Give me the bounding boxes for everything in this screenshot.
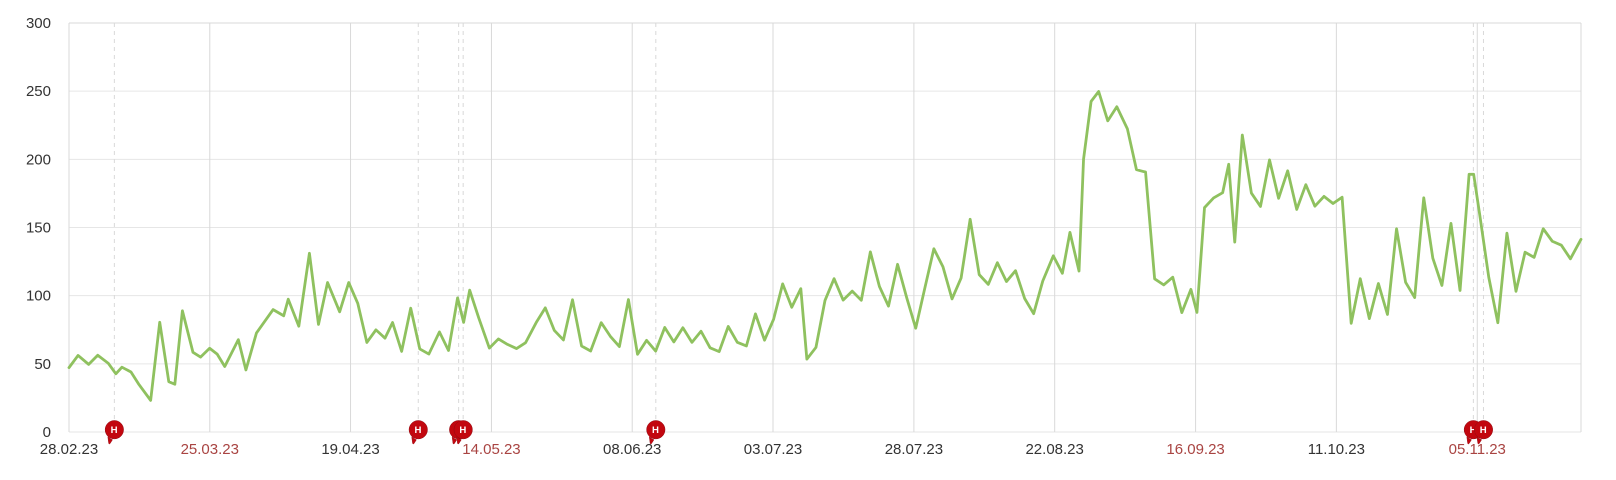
svg-text:28.07.23: 28.07.23	[885, 441, 943, 458]
svg-text:100: 100	[26, 288, 51, 305]
svg-text:250: 250	[26, 83, 51, 100]
svg-text:50: 50	[34, 356, 51, 373]
svg-text:19.04.23: 19.04.23	[321, 441, 379, 458]
svg-text:03.07.23: 03.07.23	[744, 441, 802, 458]
svg-text:11.10.23: 11.10.23	[1308, 441, 1365, 458]
svg-text:H: H	[415, 425, 422, 436]
svg-text:200: 200	[26, 151, 51, 168]
svg-text:05.11.23: 05.11.23	[1449, 441, 1506, 458]
svg-text:H: H	[459, 425, 466, 436]
svg-text:14.05.23: 14.05.23	[462, 441, 520, 458]
svg-text:150: 150	[26, 220, 51, 237]
svg-text:0: 0	[43, 424, 51, 441]
svg-text:H: H	[652, 425, 659, 436]
svg-text:08.06.23: 08.06.23	[603, 441, 661, 458]
svg-text:22.08.23: 22.08.23	[1025, 441, 1083, 458]
svg-text:28.02.23: 28.02.23	[40, 441, 98, 458]
svg-text:H: H	[1480, 425, 1487, 436]
svg-text:300: 300	[26, 15, 51, 32]
svg-text:25.03.23: 25.03.23	[181, 441, 239, 458]
svg-text:H: H	[111, 425, 118, 436]
svg-text:16.09.23: 16.09.23	[1166, 441, 1224, 458]
